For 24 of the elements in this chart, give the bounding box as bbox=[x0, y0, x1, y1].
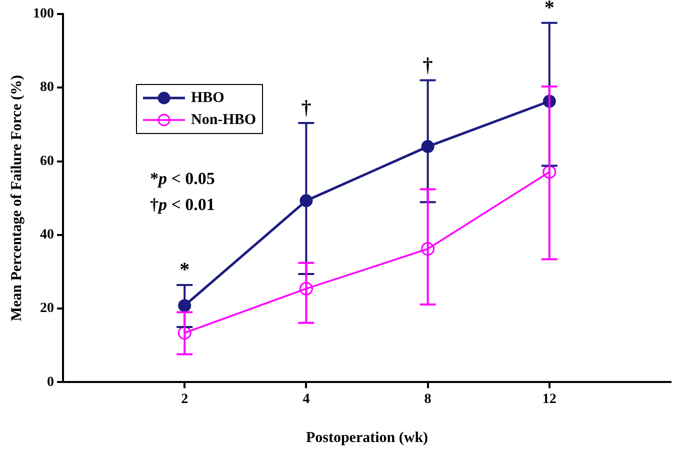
legend-label: Non-HBO bbox=[191, 112, 256, 128]
annotation: † bbox=[301, 97, 312, 120]
annotation: † bbox=[422, 54, 433, 76]
y-tick-label: 60 bbox=[40, 154, 54, 169]
point bbox=[421, 242, 435, 256]
y-tick-label: 40 bbox=[40, 228, 54, 243]
x-tick-label: 2 bbox=[181, 392, 188, 408]
annotation: †p < 0.01 bbox=[150, 194, 215, 216]
x-tick-label: 8 bbox=[424, 392, 432, 408]
point bbox=[542, 165, 556, 179]
y-tick-label: 20 bbox=[40, 301, 54, 316]
y-axis-title: Mean Percentage of Failure Force (%) bbox=[8, 75, 25, 322]
y-tick-label: 80 bbox=[40, 80, 54, 96]
x-tick-label: 12 bbox=[542, 392, 556, 408]
annotation: * bbox=[544, 0, 554, 20]
x-axis-title: Postoperation (wk) bbox=[306, 430, 428, 446]
point bbox=[178, 326, 192, 340]
annotation: *p < 0.05 bbox=[150, 168, 215, 190]
point bbox=[299, 282, 313, 296]
annotation: * bbox=[180, 259, 190, 282]
y-tick-label: 100 bbox=[33, 6, 54, 22]
x-tick-label: 4 bbox=[302, 392, 310, 408]
y-tick-label: 0 bbox=[47, 374, 54, 390]
legend-label: HBO bbox=[191, 90, 224, 106]
